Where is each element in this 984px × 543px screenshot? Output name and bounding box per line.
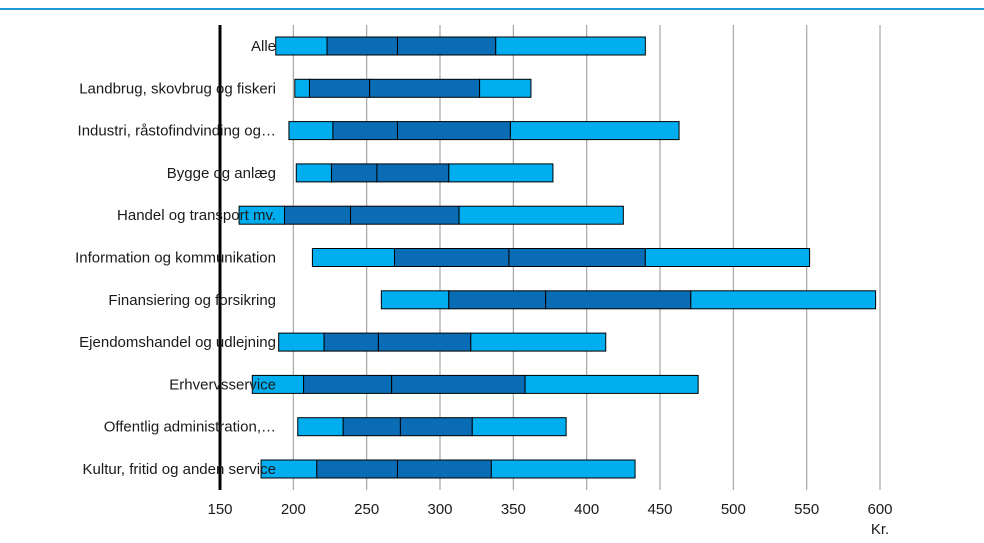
bar-segment xyxy=(545,290,692,310)
bar-segment xyxy=(490,459,636,479)
x-unit-label: Kr. xyxy=(871,521,889,538)
bar-segment xyxy=(380,290,450,310)
bar-segment xyxy=(369,78,481,98)
category-label: Offentlig administration,… xyxy=(104,419,276,436)
bar-segment xyxy=(448,163,554,183)
category-label: Alle xyxy=(251,38,276,55)
bar-segment xyxy=(294,78,310,98)
x-tick-labels: 150 200 250 300 350 400 450 500 550 600 xyxy=(207,501,892,518)
category-label: Erhvervsservice xyxy=(169,376,276,393)
bar-segment xyxy=(342,417,401,437)
bar-segment xyxy=(394,248,510,267)
bar-segment xyxy=(308,78,371,98)
category-label: Finansiering og forsikring xyxy=(108,292,276,309)
x-tick-label: 550 xyxy=(794,501,819,518)
category-label: Industri, råstofindvinding og… xyxy=(78,123,276,140)
bar-segment xyxy=(376,163,450,183)
bar-segment xyxy=(399,417,473,437)
category-label: Ejendomshandel og udlejning xyxy=(79,334,276,351)
bar-segment xyxy=(275,36,328,56)
top-rule xyxy=(0,8,984,10)
x-tick-label: 500 xyxy=(721,501,746,518)
bar-segment xyxy=(644,248,811,267)
bar-segment xyxy=(508,248,646,267)
bar-segment xyxy=(288,121,334,141)
bar-segment xyxy=(690,290,877,310)
bar-segment xyxy=(330,163,378,183)
bar-segment xyxy=(323,332,379,352)
category-label: Bygge og anlæg xyxy=(167,165,276,182)
bar-segment xyxy=(448,290,547,310)
bar-segment xyxy=(495,36,646,56)
bar-segment xyxy=(470,332,607,352)
bar-segment xyxy=(316,459,398,479)
category-label: Landbrug, skovbrug og fiskeri xyxy=(79,80,276,97)
bar-segment xyxy=(479,78,532,98)
bar-segment xyxy=(326,36,398,56)
bar-segment xyxy=(471,417,567,437)
x-tick-label: 350 xyxy=(501,501,526,518)
category-label: Handel og transport mv. xyxy=(117,207,276,224)
bar-segment xyxy=(350,205,460,225)
bar-segment xyxy=(311,248,396,267)
bar-segment xyxy=(297,417,344,437)
bars-group xyxy=(238,36,877,479)
bar-segment xyxy=(396,459,492,479)
x-tick-label: 300 xyxy=(427,501,452,518)
bar-segment xyxy=(303,374,393,394)
bar-segment xyxy=(391,374,526,394)
bar-segment xyxy=(377,332,472,352)
x-tick-label: 200 xyxy=(281,501,306,518)
bar-segment xyxy=(295,163,332,183)
bar-segment xyxy=(396,121,511,141)
category-label: Information og kommunikation xyxy=(75,250,276,267)
bar-segment xyxy=(509,121,680,141)
x-tick-label: 250 xyxy=(354,501,379,518)
x-tick-label: 400 xyxy=(574,501,599,518)
x-tick-label: 600 xyxy=(867,501,892,518)
bar-segment xyxy=(332,121,398,141)
bar-segment xyxy=(458,205,624,225)
category-label: Kultur, fritid og anden service xyxy=(83,461,276,478)
grid-lines xyxy=(292,25,881,490)
bar-segment xyxy=(524,374,699,394)
category-labels: Alle Landbrug, skovbrug og fiskeri Industr… xyxy=(75,38,276,478)
bar-segment xyxy=(278,332,325,352)
bar-segment xyxy=(396,36,497,56)
x-tick-label: 150 xyxy=(207,501,232,518)
x-tick-label: 450 xyxy=(647,501,672,518)
bar-segment xyxy=(284,205,352,225)
